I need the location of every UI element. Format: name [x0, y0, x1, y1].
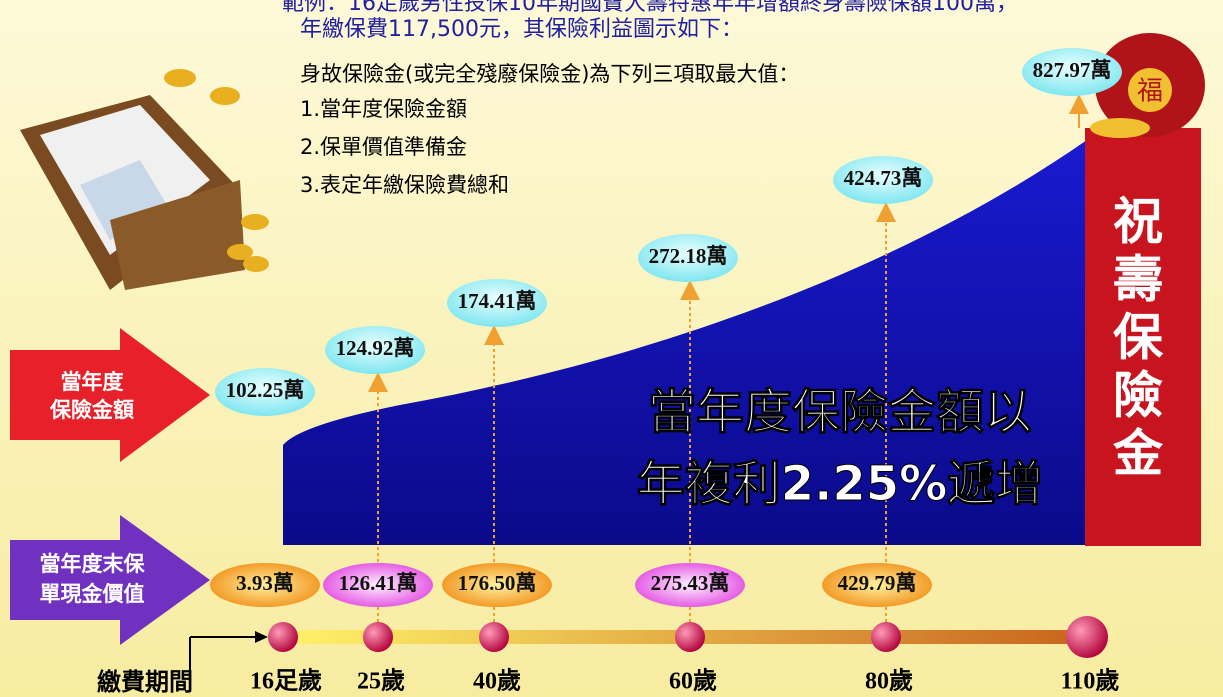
arrow-label: 當年度	[61, 370, 124, 394]
sum-value: 124.92萬	[336, 336, 415, 360]
notes-item: 3.表定年繳保險費總和	[300, 173, 509, 197]
cash-value: 126.41萬	[339, 571, 418, 595]
age-dot	[479, 622, 509, 652]
age-label: 25歲	[357, 668, 405, 695]
notes-title: 身故保險金(或完全殘廢保險金)為下列三項取最大值：	[300, 62, 799, 86]
age-label: 80歲	[865, 668, 913, 695]
age-label: 110歲	[1061, 668, 1120, 695]
svg-text:福: 福	[1137, 77, 1163, 107]
arrow-label: 當年度末保	[40, 552, 146, 576]
header-line: 年繳保費117,500元，其保險利益圖示如下：	[300, 17, 743, 42]
header-line: 範例：16足歲男性投保10年期國寶大壽特惠年年增額終身壽險保額100萬，	[282, 0, 1018, 16]
age-dot	[871, 622, 901, 652]
infographic: 福 範例：16足歲男性投保10年期國寶大壽特惠年年增額終身壽險保額100萬，年繳…	[0, 0, 1223, 697]
notes-item: 1.當年度保險金額	[300, 97, 467, 121]
sum-value: 174.41萬	[458, 289, 537, 313]
maturity-char: 壽	[1113, 251, 1163, 309]
age-label: 16足歲	[250, 668, 322, 695]
cash-value: 275.43萬	[651, 571, 730, 595]
maturity-char: 金	[1113, 425, 1164, 483]
sum-value: 827.97萬	[1033, 58, 1112, 82]
age-label: 60歲	[669, 668, 717, 695]
maturity-char: 險	[1113, 367, 1163, 425]
age-label: 40歲	[473, 668, 521, 695]
cash-value: 176.50萬	[458, 571, 537, 595]
arrow-label: 單現金價值	[40, 582, 145, 606]
cash-value: 429.79萬	[838, 571, 917, 595]
cash-value: 3.93萬	[236, 571, 294, 595]
notes-item: 2.保單價值準備金	[300, 135, 467, 159]
maturity-char: 保	[1113, 309, 1164, 367]
headline: 當年度保險金額以	[648, 384, 1032, 440]
sum-value: 102.25萬	[226, 378, 305, 402]
age-dot	[1066, 616, 1108, 658]
age-dot	[268, 622, 298, 652]
headline: 年複利2.25%遞增	[637, 456, 1044, 512]
age-dot	[675, 622, 705, 652]
arrow-label: 保險金額	[49, 398, 134, 422]
maturity-char: 祝	[1113, 193, 1163, 251]
sum-value: 272.18萬	[649, 244, 728, 268]
sum-value: 424.73萬	[844, 166, 923, 190]
timeline-label: 繳費期間	[97, 668, 193, 696]
age-dot	[363, 622, 393, 652]
